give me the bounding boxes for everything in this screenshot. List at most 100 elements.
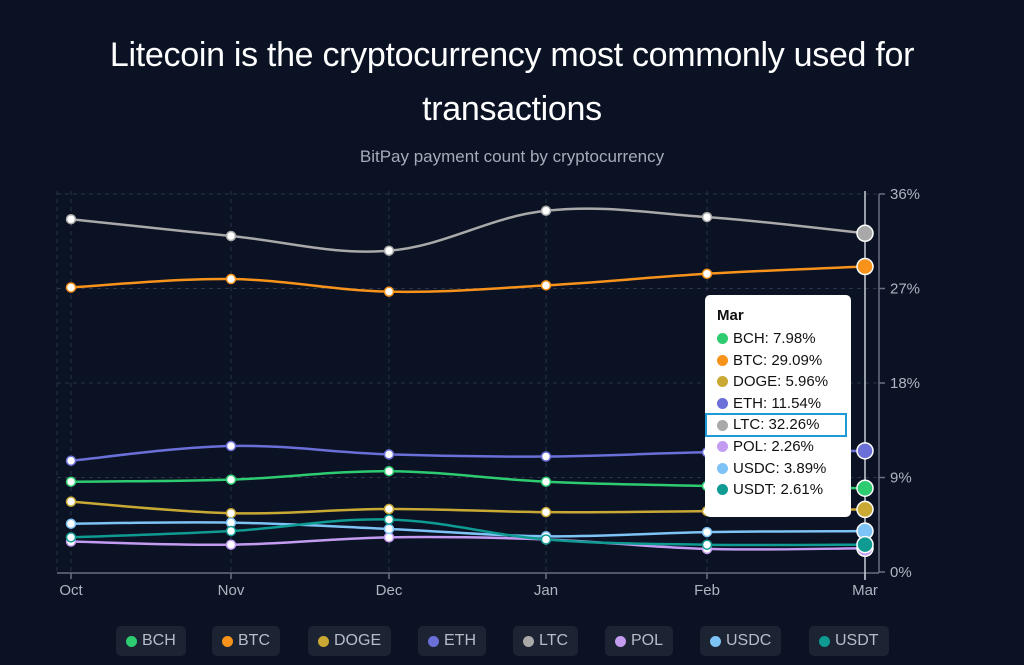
data-point[interactable] [383, 245, 395, 256]
data-point[interactable] [540, 205, 552, 217]
data-point[interactable] [383, 286, 395, 297]
series-line-usdt [70, 518, 866, 547]
legend-label: DOGE [334, 632, 382, 649]
legend-label: BTC [238, 632, 270, 649]
data-point[interactable] [540, 476, 552, 487]
data-point[interactable] [701, 268, 713, 280]
legend-item-bch[interactable]: BCH [116, 626, 186, 656]
tooltip-row-ltc: LTC: 32.26% [705, 413, 851, 437]
legend: BCH BTC DOGE ETH LTC POL USDC USDT [0, 626, 1024, 656]
legend-dot-icon [222, 635, 233, 647]
tooltip-dot-icon [717, 462, 728, 474]
tooltip-row-pol: POL: 2.26% [717, 436, 851, 458]
data-point[interactable] [540, 451, 552, 462]
legend-dot-icon [819, 635, 830, 647]
y-tick-label: 18% [890, 375, 920, 392]
tooltip-row-text: BTC: 29.09% [733, 351, 823, 369]
data-point[interactable] [65, 518, 77, 529]
legend-label: LTC [539, 632, 569, 649]
tooltip-dot-icon [717, 419, 728, 431]
hover-marker-doge[interactable] [856, 500, 874, 519]
data-point[interactable] [225, 230, 237, 242]
tooltip-row-bch: BCH: 7.98% [717, 328, 851, 350]
data-point[interactable] [383, 465, 395, 477]
legend-label: USDT [835, 632, 879, 649]
data-point[interactable] [225, 507, 237, 519]
tooltip-rows: BCH: 7.98% BTC: 29.09% DOGE: 5.96% ETH: 11.… [705, 328, 851, 501]
tooltip-row-btc: BTC: 29.09% [717, 350, 851, 372]
data-point[interactable] [540, 280, 552, 291]
hover-marker-bch[interactable] [856, 479, 874, 497]
tooltip: Mar BCH: 7.98% BTC: 29.09% DOGE: 5.96% ETH:… [705, 295, 851, 517]
data-point[interactable] [383, 503, 395, 515]
data-point[interactable] [701, 526, 713, 538]
data-point[interactable] [383, 523, 395, 535]
legend-dot-icon [615, 635, 626, 647]
data-point[interactable] [65, 213, 77, 225]
series-line-pol [70, 535, 866, 551]
axes: Oct Nov Dec Jan Feb Mar 0% 9% 18% 27% 36% [57, 186, 920, 599]
data-point[interactable] [65, 476, 77, 487]
x-tick-label: Jan [534, 582, 558, 599]
data-point[interactable] [65, 282, 77, 293]
data-point[interactable] [383, 514, 395, 525]
tooltip-dot-icon [717, 354, 728, 366]
chart-title-line-2: transactions [422, 90, 602, 128]
x-tick-label: Feb [694, 582, 720, 599]
tooltip-row-text: USDT: 2.61% [733, 481, 824, 499]
chart-title: Litecoin is the cryptocurrency most comm… [0, 28, 1024, 136]
tooltip-row-doge: DOGE: 5.96% [717, 371, 851, 393]
tooltip-row-text: ETH: 11.54% [733, 394, 822, 412]
legend-label: BCH [142, 632, 176, 649]
legend-item-btc[interactable]: BTC [212, 626, 280, 656]
data-point[interactable] [540, 506, 552, 518]
data-point[interactable] [225, 273, 237, 285]
data-point[interactable] [225, 474, 237, 485]
legend-label: ETH [444, 632, 476, 649]
data-point[interactable] [225, 539, 237, 550]
tooltip-dot-icon [717, 484, 728, 496]
legend-item-pol[interactable]: POL [605, 626, 674, 656]
tooltip-row-usdt: USDT: 2.61% [717, 479, 851, 501]
tooltip-row-eth: ETH: 11.54% [717, 393, 851, 415]
data-point[interactable] [65, 532, 77, 543]
x-tick-label: Nov [218, 582, 245, 599]
series-usdt[interactable] [65, 514, 866, 550]
legend-item-eth[interactable]: ETH [418, 626, 486, 656]
y-tick-label: 0% [890, 564, 912, 581]
legend-dot-icon [428, 635, 439, 647]
data-point[interactable] [383, 449, 395, 460]
data-point[interactable] [701, 211, 713, 223]
legend-dot-icon [710, 635, 721, 647]
grid-lines [56, 191, 879, 572]
data-point[interactable] [701, 539, 713, 550]
legend-label: POL [631, 632, 664, 649]
series-pol[interactable] [65, 532, 866, 555]
hover-marker-eth[interactable] [856, 442, 874, 460]
tooltip-row-text: DOGE: 5.96% [733, 373, 829, 391]
data-point[interactable] [65, 455, 77, 466]
x-tick-label: Dec [376, 582, 403, 599]
legend-item-usdc[interactable]: USDC [700, 626, 782, 656]
legend-item-usdt[interactable]: USDT [809, 626, 889, 656]
hover-marker-usdt[interactable] [856, 535, 874, 554]
tooltip-dot-icon [717, 398, 728, 410]
data-point[interactable] [65, 496, 77, 507]
x-tick-label: Oct [59, 582, 83, 599]
legend-item-doge[interactable]: DOGE [308, 626, 392, 656]
y-tick-label: 9% [890, 470, 912, 487]
hover-marker-ltc[interactable] [856, 224, 874, 243]
data-point[interactable] [225, 440, 237, 452]
tooltip-dot-icon [717, 376, 728, 388]
line-chart: Oct Nov Dec Jan Feb Mar 0% 9% 18% 27% 36% [56, 186, 920, 599]
series-ltc[interactable] [65, 205, 866, 256]
legend-item-ltc[interactable]: LTC [513, 626, 579, 656]
tooltip-row-text: USDC: 3.89% [733, 459, 827, 477]
series-btc[interactable] [65, 265, 866, 297]
hover-indicator [856, 191, 874, 580]
tooltip-title: Mar [717, 307, 744, 324]
chart-subtitle: BitPay payment count by cryptocurrency [359, 147, 665, 166]
data-point[interactable] [225, 525, 237, 537]
data-point[interactable] [540, 534, 552, 545]
hover-marker-btc[interactable] [856, 257, 874, 276]
